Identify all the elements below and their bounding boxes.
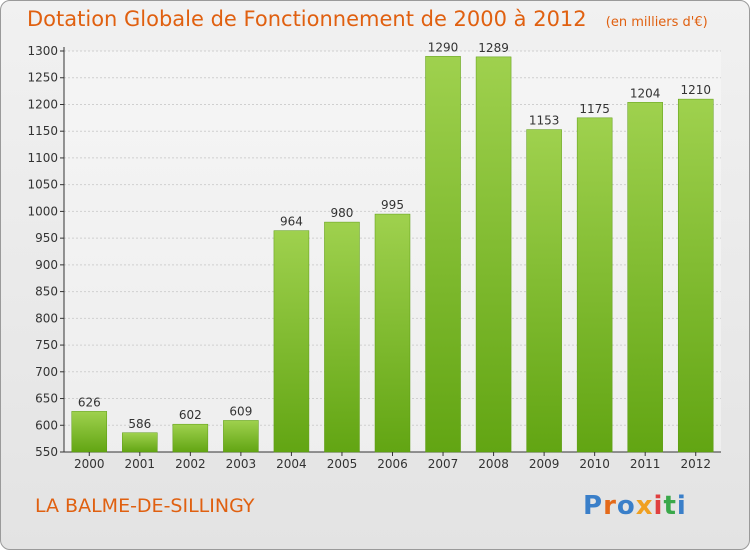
chart-title: Dotation Globale de Fonctionnement de 20… [27,7,587,31]
y-tick-label: 950 [35,231,58,245]
bar [71,411,108,453]
bar [475,56,512,453]
logo-letter: i [653,491,664,521]
x-tick-label: 2008 [478,457,509,471]
y-tick-label: 900 [35,258,58,272]
bar-value-label: 964 [280,215,303,229]
proxiti-logo: Proxiti [583,491,687,521]
y-tick-label: 1200 [27,97,58,111]
x-tick-label: 2009 [529,457,560,471]
bar [273,230,310,453]
logo-letter: r [603,491,617,521]
logo-letter: i [676,491,687,521]
bar-value-label: 586 [128,417,151,431]
bar-value-label: 609 [229,404,252,418]
bar [627,102,663,453]
x-tick-label: 2004 [276,457,307,471]
x-tick-label: 2011 [630,457,661,471]
bar [172,423,209,453]
bar-value-label: 1175 [579,102,610,116]
bar [526,129,562,453]
logo-letter: P [583,491,604,521]
bar-value-label: 1290 [428,40,459,54]
x-tick-label: 2002 [175,457,206,471]
bar-value-label: 626 [78,395,101,409]
logo-letter: t [663,491,677,521]
y-tick-label: 1100 [27,151,58,165]
bar-value-label: 1153 [529,114,560,128]
y-tick-label: 750 [35,338,58,352]
bar-value-label: 1289 [478,41,509,55]
y-tick-label: 550 [35,445,58,459]
bar [223,420,259,453]
bar [122,432,158,453]
x-tick-label: 2007 [428,457,459,471]
y-tick-label: 700 [35,365,58,379]
bar-value-label: 995 [381,198,404,212]
bar-value-label: 980 [331,206,354,220]
logo-letter: o [616,491,636,521]
bar-value-label: 1204 [630,86,661,100]
x-tick-label: 2005 [327,457,358,471]
x-tick-label: 2001 [125,457,156,471]
x-tick-label: 2010 [579,457,610,471]
y-tick-label: 850 [35,285,58,299]
chart-title-block: Dotation Globale de Fonctionnement de 20… [27,7,708,31]
y-tick-label: 600 [35,418,58,432]
bar [374,213,411,453]
y-tick-label: 1150 [27,124,58,138]
y-tick-label: 800 [35,311,58,325]
y-tick-label: 1000 [27,204,58,218]
y-tick-label: 650 [35,392,58,406]
chart-unit: (en milliers d'€) [605,15,708,30]
bar-value-label: 1210 [680,83,711,97]
logo-letter: x [635,491,654,521]
x-tick-label: 2012 [680,457,711,471]
x-tick-label: 2006 [377,457,408,471]
bar [425,56,461,453]
bar [324,221,360,453]
bar [677,98,714,453]
bar-value-label: 602 [179,408,202,422]
y-tick-label: 1300 [27,44,58,58]
commune-name: LA BALME-DE-SILLINGY [35,495,255,517]
y-tick-label: 1050 [27,178,58,192]
bar [576,117,613,453]
x-tick-label: 2000 [74,457,105,471]
y-tick-label: 1250 [27,71,58,85]
x-tick-label: 2003 [226,457,257,471]
